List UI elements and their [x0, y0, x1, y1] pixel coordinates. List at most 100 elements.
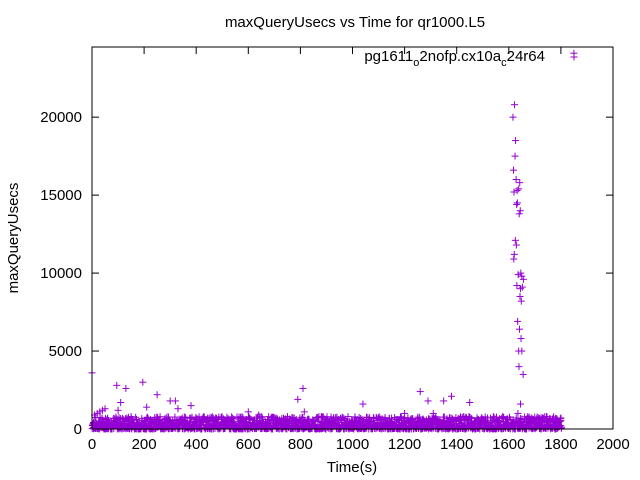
data-point	[122, 384, 130, 392]
data-point	[401, 409, 409, 417]
data-point	[101, 405, 109, 413]
legend-marker-plus	[570, 53, 578, 61]
x-tick-label: 1800	[544, 436, 577, 453]
data-point	[244, 408, 252, 416]
x-tick-label: 2000	[596, 436, 629, 453]
data-point	[515, 363, 523, 371]
y-axis-label: maxQueryUsecs	[5, 183, 22, 294]
y-tick-label: 15000	[40, 187, 82, 204]
data-point	[246, 415, 254, 423]
data-point	[357, 414, 365, 422]
y-tick-label: 20000	[40, 109, 82, 126]
data-point	[518, 283, 526, 291]
data-point	[205, 417, 213, 425]
x-tick-label: 600	[236, 436, 261, 453]
x-axis-label: Time(s)	[327, 459, 377, 476]
legend-marker	[570, 53, 578, 61]
data-point	[388, 414, 396, 422]
data-point	[540, 414, 548, 422]
data-point	[510, 250, 518, 258]
data-point	[512, 137, 520, 145]
data-point	[513, 199, 521, 207]
data-point	[513, 186, 521, 194]
data-point	[515, 185, 523, 193]
data-point	[479, 416, 487, 424]
data-point	[492, 413, 500, 421]
data-point	[515, 325, 523, 333]
y-tick-label: 10000	[40, 265, 82, 282]
data-point	[416, 388, 424, 396]
data-point	[458, 419, 466, 427]
data-point	[556, 415, 564, 423]
data-point	[516, 179, 524, 187]
x-tick-label: 1000	[336, 436, 369, 453]
data-point	[509, 113, 517, 121]
data-point	[114, 406, 122, 414]
data-point	[447, 392, 455, 400]
data-point	[516, 207, 524, 215]
data-point	[187, 402, 195, 410]
data-point	[518, 347, 526, 355]
data-point	[300, 408, 308, 416]
data-point	[397, 413, 405, 421]
legend-label-sub-2: c	[501, 57, 507, 69]
x-tick-label: 1400	[440, 436, 473, 453]
data-point	[518, 272, 526, 280]
data-point	[187, 414, 195, 422]
data-point	[317, 413, 325, 421]
data-point	[156, 413, 164, 421]
data-point	[294, 395, 302, 403]
legend: pg1611o2nofp.cx10ac24r64	[364, 48, 578, 69]
data-point	[466, 398, 474, 406]
data-point	[557, 414, 565, 422]
data-point	[519, 370, 527, 378]
data-point	[511, 236, 519, 244]
data-point	[113, 381, 121, 389]
data-point	[513, 200, 521, 208]
data-point	[429, 409, 437, 417]
data-point	[255, 411, 263, 419]
y-tick-label: 5000	[49, 343, 82, 360]
data-point	[143, 403, 151, 411]
x-tick-label: 800	[288, 436, 313, 453]
data-point	[517, 335, 525, 343]
data-point	[509, 166, 517, 174]
data-point	[519, 275, 527, 283]
data-point	[517, 400, 525, 408]
data-point	[516, 292, 524, 300]
legend-label-part-2: 2nofp.cx10a	[419, 48, 501, 65]
x-tick-label: 400	[184, 436, 209, 453]
data-point	[515, 210, 523, 218]
x-tick-label: 1200	[388, 436, 421, 453]
data-point	[153, 391, 161, 399]
data-point	[245, 414, 253, 422]
y-tick-label: 0	[74, 421, 82, 438]
legend-label-part-1: pg1611	[364, 48, 413, 65]
data-point	[424, 397, 432, 405]
plot-frame	[91, 46, 614, 430]
data-point	[517, 285, 525, 293]
data-point	[117, 398, 125, 406]
data-point	[510, 255, 518, 263]
data-point	[513, 282, 521, 290]
data-point	[517, 297, 525, 305]
data-point	[182, 414, 190, 422]
data-point	[514, 317, 522, 325]
legend-label: pg1611o2nofp.cx10ac24r64	[364, 48, 545, 69]
data-point	[558, 423, 566, 431]
data-point	[104, 414, 112, 422]
chart-title: maxQueryUsecs vs Time for qr1000.L5	[225, 14, 485, 31]
data-point	[510, 188, 518, 196]
x-tick-label: 1600	[492, 436, 525, 453]
data-point	[514, 409, 522, 417]
legend-label-sub-1: o	[413, 57, 419, 69]
data-point	[305, 415, 313, 423]
data-point	[127, 413, 135, 421]
data-point	[517, 269, 525, 277]
data-point	[174, 405, 182, 413]
data-point	[351, 413, 359, 421]
data-points	[88, 49, 578, 433]
data-point	[314, 417, 322, 425]
x-axis-ticks: 0 200 400 600 800 1000 1200 1400 1600 1800 2000	[88, 47, 630, 453]
